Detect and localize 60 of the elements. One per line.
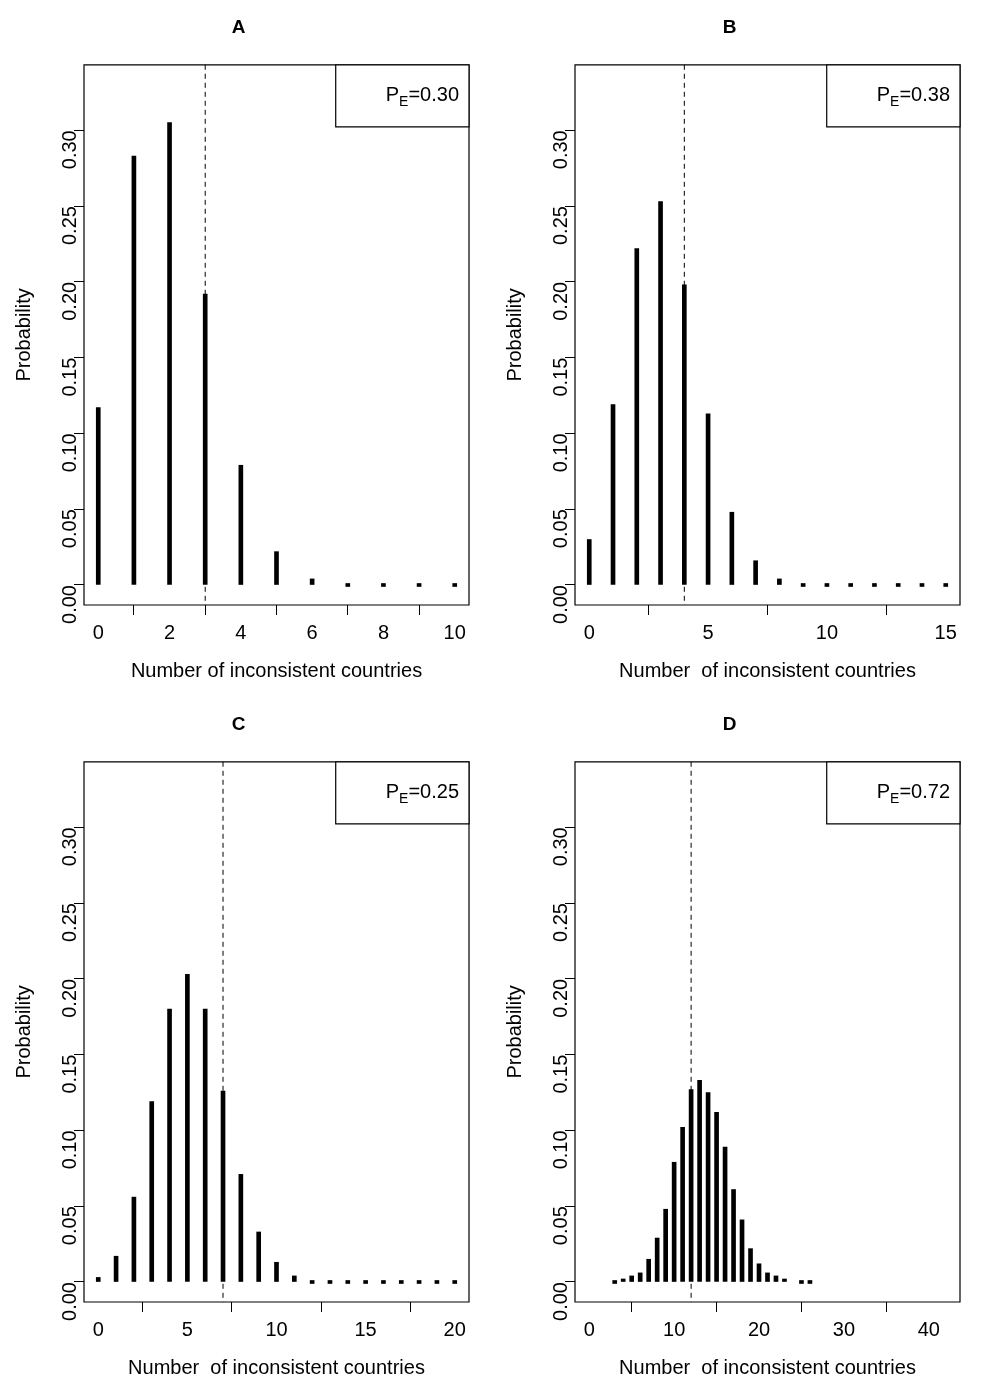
y-tick-label: 0.00 xyxy=(548,1281,571,1321)
x-tick-label: 5 xyxy=(702,620,714,643)
y-tick-label: 0.05 xyxy=(548,509,571,549)
x-tick-label: 0 xyxy=(92,1317,104,1340)
y-tick-label: 0.05 xyxy=(57,1206,80,1246)
x-tick-label: 10 xyxy=(663,1317,686,1340)
x-tick-label: 40 xyxy=(917,1317,940,1340)
y-tick-label: 0.30 xyxy=(548,130,571,170)
y-tick-label: 0.25 xyxy=(57,903,80,942)
x-tick-label: 10 xyxy=(265,1317,288,1340)
y-tick-label: 0.15 xyxy=(548,1054,571,1094)
y-tick-label: 0.15 xyxy=(548,357,571,397)
y-tick-label: 0.30 xyxy=(57,827,80,867)
y-axis-title: Probability xyxy=(11,288,34,382)
x-tick-label: 10 xyxy=(443,620,466,643)
y-axis-title: Probability xyxy=(502,288,525,382)
x-tick-label: 20 xyxy=(443,1317,466,1340)
x-tick-label: 8 xyxy=(377,620,390,643)
y-axis-title: Probability xyxy=(502,985,525,1079)
x-tick-label: 0 xyxy=(92,620,104,643)
x-axis-title: Number of inconsistent countries xyxy=(130,658,423,681)
chart-title: D xyxy=(722,712,737,734)
y-tick-label: 0.20 xyxy=(548,281,571,321)
y-tick-label: 0.25 xyxy=(548,206,571,245)
y-tick-label: 0.10 xyxy=(548,433,571,473)
x-tick-label: 6 xyxy=(306,620,318,643)
y-tick-label: 0.00 xyxy=(57,1281,80,1321)
y-tick-label: 0.10 xyxy=(548,1130,571,1170)
y-tick-label: 0.25 xyxy=(57,206,80,245)
x-tick-label: 20 xyxy=(747,1317,771,1340)
x-tick-label: 4 xyxy=(235,620,247,643)
y-tick-label: 0.20 xyxy=(57,978,80,1018)
y-axis-title: Probability xyxy=(11,985,34,1079)
y-tick-label: 0.00 xyxy=(57,584,80,624)
chart-title: C xyxy=(231,712,246,734)
x-tick-label: 15 xyxy=(354,1317,377,1340)
y-tick-label: 0.05 xyxy=(548,1206,571,1246)
x-tick-label: 0 xyxy=(583,620,595,643)
x-tick-label: 0 xyxy=(583,1317,595,1340)
y-tick-label: 0.15 xyxy=(57,1054,80,1094)
x-axis-title: Number of inconsistent countries xyxy=(619,1355,916,1378)
chart-title: B xyxy=(722,15,737,37)
y-tick-label: 0.15 xyxy=(57,357,80,397)
x-tick-label: 10 xyxy=(815,620,839,643)
x-axis-title: Number of inconsistent countries xyxy=(128,1355,425,1378)
y-tick-label: 0.20 xyxy=(57,281,80,321)
y-tick-label: 0.05 xyxy=(57,509,80,549)
y-tick-label: 0.30 xyxy=(548,827,571,867)
y-tick-label: 0.30 xyxy=(57,130,80,170)
y-tick-label: 0.20 xyxy=(548,978,571,1018)
x-tick-label: 15 xyxy=(934,620,957,643)
x-tick-label: 2 xyxy=(163,620,176,643)
y-tick-label: 0.10 xyxy=(57,1130,80,1170)
x-axis-title: Number of inconsistent countries xyxy=(619,658,916,681)
y-tick-label: 0.25 xyxy=(548,903,571,942)
chart-title: A xyxy=(231,15,246,37)
x-tick-label: 5 xyxy=(181,1317,193,1340)
x-tick-label: 30 xyxy=(832,1317,856,1340)
y-tick-label: 0.10 xyxy=(57,433,80,473)
y-tick-label: 0.00 xyxy=(548,584,571,624)
